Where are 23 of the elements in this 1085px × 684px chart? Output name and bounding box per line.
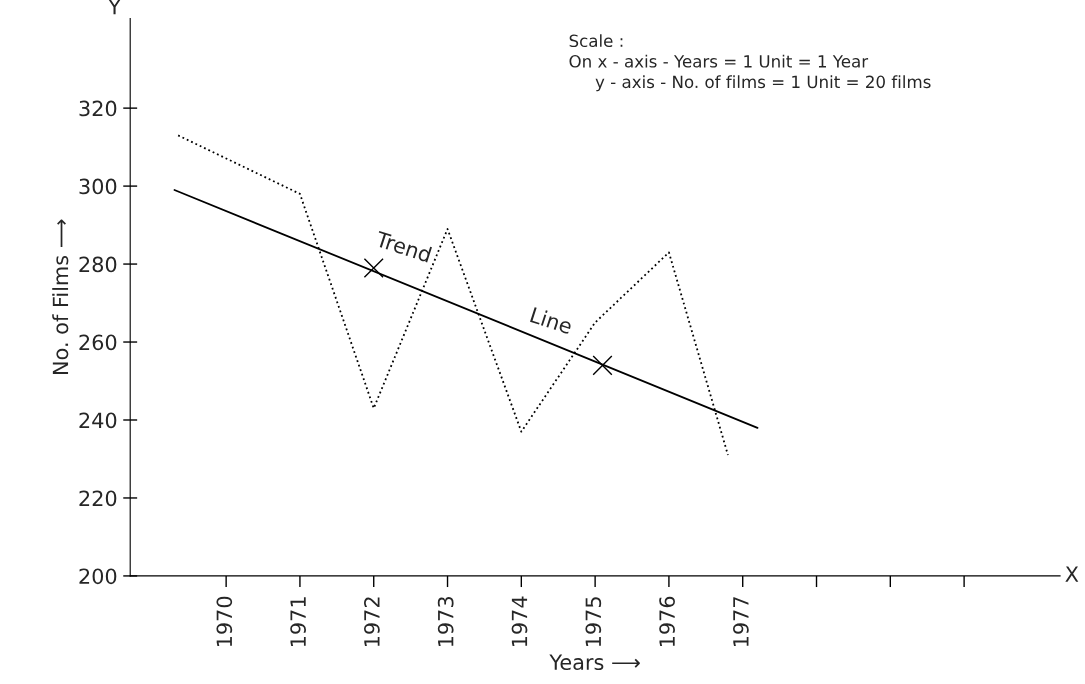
text: X xyxy=(1065,566,1079,582)
x-tick-label: 1973 xyxy=(437,597,454,647)
annotation: Trend xyxy=(374,230,432,263)
y-tick-label: 220 xyxy=(79,490,117,507)
y-tick-label: 280 xyxy=(79,256,117,273)
y-axis-title: No. of Films ⟶ xyxy=(52,219,69,374)
x-tick-label: 1975 xyxy=(585,597,602,647)
x-tick-label: 1970 xyxy=(216,596,233,647)
annotation: On x - axis - Years = 1 Unit = 1 Year xyxy=(569,54,869,68)
annotation: Scale : xyxy=(569,34,623,48)
y-tick-label: 200 xyxy=(79,568,117,585)
annotation: Line xyxy=(529,306,574,335)
y-tick-label: 240 xyxy=(79,412,117,429)
annotation: y - axis - No. of films = 1 Unit = 20 films xyxy=(595,75,931,92)
y-tick-label: 300 xyxy=(79,178,117,195)
x-tick-label: 1972 xyxy=(364,597,380,647)
y-tick-label: 320 xyxy=(79,100,117,117)
x-tick-label: 1977 xyxy=(733,597,749,647)
x-tick-label: 1971 xyxy=(290,597,306,647)
x-axis-title: Years ⟶ xyxy=(549,654,640,671)
y-tick-label: 260 xyxy=(79,334,117,351)
x-tick-label: 1976 xyxy=(659,596,675,647)
x-tick-label: 1974 xyxy=(511,596,528,647)
